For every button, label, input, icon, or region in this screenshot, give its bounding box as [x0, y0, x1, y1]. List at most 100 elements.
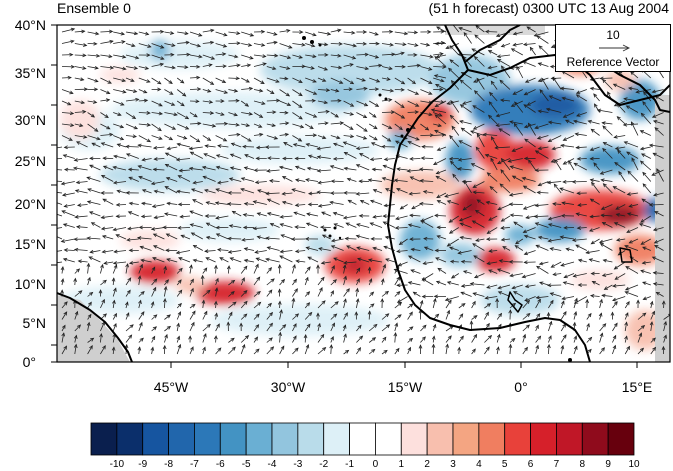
- wind-vector: [140, 246, 152, 251]
- wind-vector-head: [576, 113, 581, 117]
- wind-vector: [458, 158, 472, 161]
- wind-vector-head: [92, 100, 98, 104]
- wind-vector: [460, 79, 472, 90]
- wind-vector: [359, 153, 370, 159]
- wind-vector: [318, 248, 331, 251]
- wind-vector: [228, 134, 240, 136]
- wind-vector-head: [101, 235, 107, 239]
- wind-vector-head: [109, 29, 114, 34]
- wind-vector: [627, 213, 639, 217]
- wind-vector: [577, 227, 587, 229]
- wind-vector: [266, 66, 276, 70]
- wind-vector: [539, 89, 549, 102]
- wind-vector: [129, 261, 139, 264]
- wind-vector-head: [497, 291, 503, 295]
- wind-vector: [549, 95, 562, 102]
- wind-vector: [153, 168, 165, 171]
- wind-vector-head: [449, 114, 454, 119]
- colorbar-swatch: [375, 422, 402, 456]
- wind-vector-head: [342, 264, 347, 269]
- wind-vector-head: [386, 324, 391, 329]
- wind-vector: [202, 123, 216, 127]
- wind-vector-head: [451, 125, 456, 130]
- wind-vector: [74, 249, 88, 251]
- wind-vector: [76, 141, 88, 148]
- wind-vector-head: [61, 210, 66, 214]
- wind-vector-head: [203, 153, 208, 157]
- wind-vector-head: [359, 200, 365, 204]
- wind-vector-head: [489, 91, 494, 97]
- wind-vector: [513, 43, 523, 46]
- wind-vector: [270, 223, 280, 228]
- wind-vector-head: [523, 91, 528, 96]
- wind-vector-head: [133, 31, 139, 36]
- wind-vector: [61, 210, 75, 217]
- wind-vector-head: [624, 321, 628, 326]
- wind-vector: [490, 158, 498, 171]
- wind-vector: [100, 66, 114, 69]
- wind-vector-head: [294, 288, 298, 293]
- wind-vector-head: [487, 334, 493, 340]
- wind-vector-head: [547, 216, 552, 221]
- wind-vector: [369, 135, 378, 141]
- wind-vector: [548, 135, 562, 142]
- wind-vector: [267, 212, 280, 217]
- wind-vector: [253, 54, 266, 57]
- wind-vector-head: [370, 142, 376, 146]
- wind-vector-head: [487, 114, 493, 119]
- wind-vector: [560, 236, 575, 240]
- wind-vector: [279, 54, 291, 59]
- wind-vector-head: [299, 124, 305, 129]
- wind-vector-head: [222, 52, 227, 57]
- wind-vector: [318, 204, 331, 207]
- wind-vector-head: [416, 63, 422, 68]
- wind-vector-head: [388, 125, 393, 129]
- wind-vector-head: [116, 143, 121, 147]
- wind-vector: [317, 156, 331, 159]
- wind-vector: [548, 300, 554, 309]
- wind-vector-head: [100, 174, 106, 179]
- colorbar-label: -6: [215, 459, 225, 470]
- wind-vector-head: [535, 295, 540, 300]
- wind-vector-head: [349, 80, 355, 85]
- wind-vector: [241, 177, 255, 182]
- wind-vector-head: [589, 156, 594, 161]
- wind-vector: [100, 112, 109, 118]
- wind-vector: [292, 347, 299, 355]
- wind-vector-head: [242, 213, 248, 217]
- wind-vector-head: [434, 41, 439, 46]
- wind-vector: [578, 259, 587, 263]
- wind-vector-head: [102, 198, 107, 203]
- wind-vector-head: [317, 180, 322, 185]
- wind-vector: [602, 79, 613, 90]
- wind-vector: [649, 204, 664, 206]
- wind-vector-head: [255, 257, 260, 262]
- wind-vector-head: [228, 224, 234, 228]
- wind-vector-head: [421, 278, 426, 282]
- wind-vector: [113, 155, 127, 159]
- wind-vector-head: [624, 312, 629, 317]
- wind-vector-head: [429, 54, 434, 59]
- wind-vector: [589, 227, 600, 232]
- wind-vector-head: [163, 285, 168, 291]
- wind-vector-head: [178, 168, 183, 173]
- wind-vector-head: [495, 297, 499, 303]
- wind-vector: [573, 273, 587, 277]
- wind-vector: [138, 135, 151, 143]
- wind-vector: [230, 167, 242, 171]
- wind-vector-head: [295, 178, 300, 183]
- lat-label: 15°N: [14, 236, 46, 252]
- wind-vector: [279, 324, 286, 332]
- wind-vector: [151, 77, 162, 85]
- wind-vector-head: [63, 248, 68, 252]
- wind-vector-head: [494, 145, 499, 150]
- wind-vector-head: [400, 114, 406, 119]
- wind-vector: [491, 136, 498, 148]
- wind-vector: [167, 202, 178, 205]
- wind-vector: [433, 100, 444, 103]
- wind-vector-head: [256, 212, 261, 216]
- wind-vector: [74, 111, 86, 113]
- wind-vector-head: [343, 260, 348, 265]
- wind-vector-head: [445, 45, 450, 50]
